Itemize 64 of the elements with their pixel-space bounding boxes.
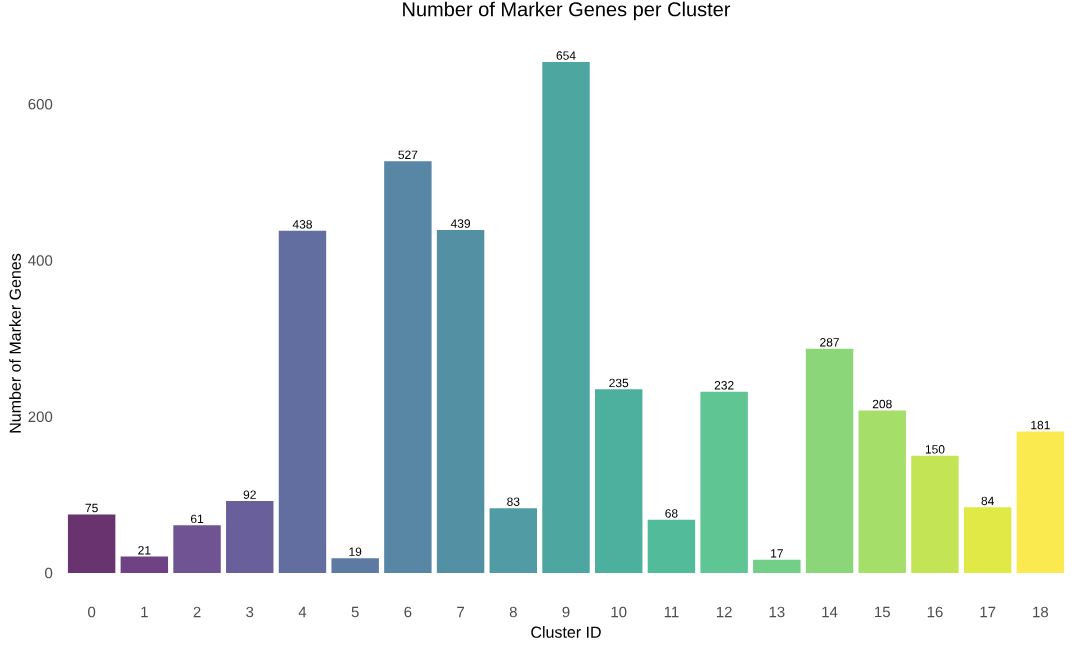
x-tick-label: 6 [404,606,412,618]
x-tick-label: 2 [193,606,201,618]
y-axis-title: Number of Marker Genes [9,253,21,433]
bar [331,558,379,573]
data-label: 75 [85,503,98,513]
y-tick-label: 200 [28,411,53,423]
y-tick-label: 600 [28,98,53,110]
x-tick-label: 11 [664,606,679,618]
data-label: 654 [556,51,576,60]
bar [120,556,169,573]
data-label: 84 [981,496,994,506]
data-label: 61 [190,514,204,524]
bar [1016,431,1065,573]
data-label: 208 [872,399,892,409]
bar [173,525,221,573]
bar [911,455,959,573]
data-label: 17 [771,549,783,558]
bar [489,508,538,573]
y-tick-label: 0 [45,567,53,579]
x-tick-label: 17 [980,606,996,618]
x-axis-title: Cluster ID [531,626,601,638]
bar [384,161,432,573]
data-label: 68 [665,509,678,518]
x-tick-label: 9 [562,606,570,618]
x-tick-label: 0 [88,606,96,618]
data-label: 92 [243,490,256,499]
x-tick-label: 8 [509,606,517,618]
data-label: 181 [1031,420,1050,430]
x-tick-label: 1 [141,606,148,618]
bar [226,501,274,573]
x-tick-label: 13 [769,606,785,618]
bar [753,559,801,573]
x-tick-label: 4 [298,606,307,618]
x-tick-label: 5 [351,606,359,618]
data-label: 527 [398,150,418,160]
x-tick-label: 3 [246,606,254,618]
x-tick-label: 12 [716,606,732,618]
data-label: 438 [292,220,312,229]
bar [542,62,590,573]
bar [278,230,327,573]
x-tick-label: 14 [822,606,838,618]
bar [805,348,854,573]
bar [963,507,1012,573]
data-label: 439 [450,219,471,228]
data-label: 150 [925,445,945,454]
data-label: 287 [820,338,839,347]
y-tick-label: 400 [28,255,53,266]
bar [594,389,643,573]
x-tick-label: 16 [927,606,943,618]
bar [700,391,748,573]
x-tick-label: 18 [1033,606,1049,618]
bar [67,514,116,573]
x-tick-label: 7 [457,606,465,618]
x-tick-label: 10 [611,606,627,618]
bar [647,519,696,573]
data-label: 235 [609,378,629,388]
data-label: 19 [349,547,362,556]
x-tick-label: 15 [875,606,890,618]
data-label: 21 [138,546,151,555]
bar [858,410,906,573]
chart-title: Number of Marker Genes per Cluster [403,1,731,21]
bar [436,229,485,573]
data-label: 83 [507,497,520,506]
data-label: 232 [714,381,734,390]
